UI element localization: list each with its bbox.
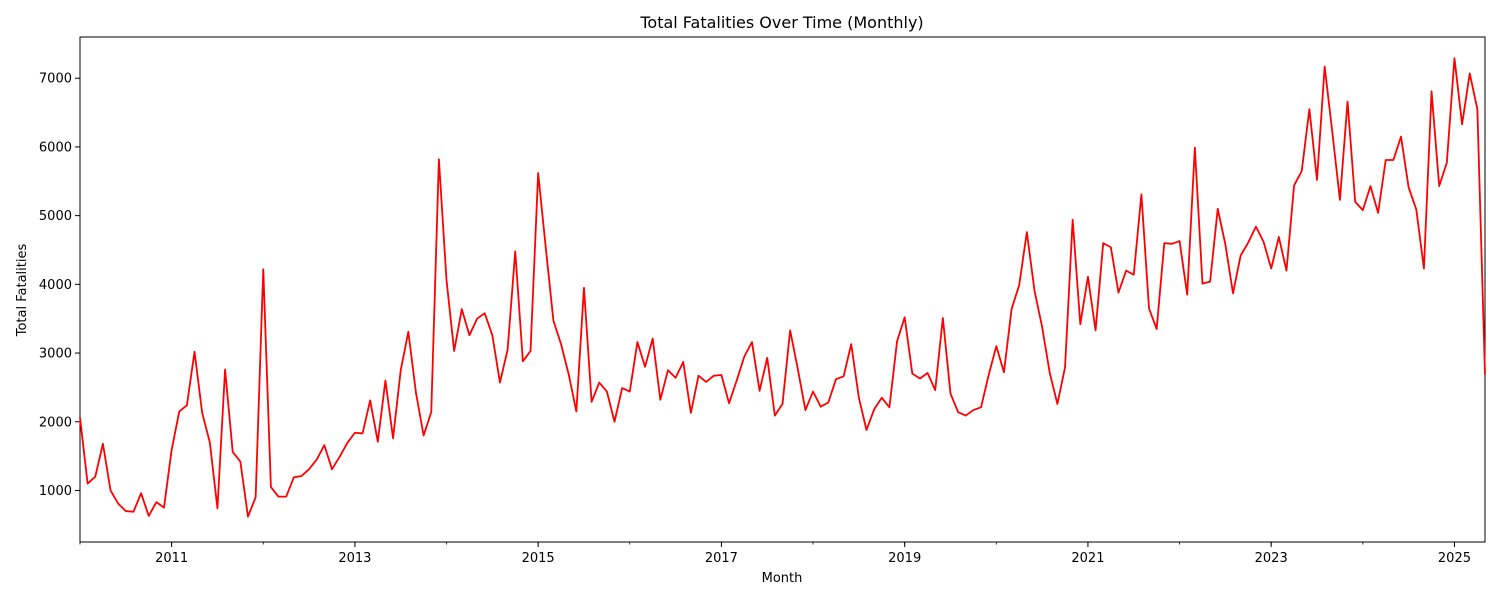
y-tick-label: 6000 [39,140,72,155]
y-tick-label: 7000 [39,72,72,87]
x-tick-label: 2019 [888,551,921,566]
plot-area [79,36,1486,543]
x-tick-label: 2013 [338,551,371,566]
x-tick-label: 2015 [522,551,555,566]
x-axis-title: Month [762,571,803,586]
plot-frame [79,36,1486,543]
x-tick-label: 2021 [1071,551,1104,566]
x-tick-label: 2023 [1255,551,1288,566]
y-tick-label: 3000 [39,347,72,362]
y-axis-title: Total Fatalities [15,244,30,338]
y-tick-label: 5000 [39,209,72,224]
y-tick-label: 4000 [39,278,72,293]
y-tick-label: 2000 [39,415,72,430]
x-tick-label: 2011 [155,551,188,566]
x-axis: 2011 2013 2015 2017 2019 2021 2023 2025 [79,542,1471,566]
y-axis: 1000 2000 3000 4000 5000 6000 7000 [39,72,80,499]
series-line-total-fatalities [79,57,1486,518]
chart-title: Total Fatalities Over Time (Monthly) [639,13,923,32]
x-tick-label: 2025 [1438,551,1471,566]
x-tick-label: 2017 [705,551,738,566]
y-tick-label: 1000 [39,484,72,499]
